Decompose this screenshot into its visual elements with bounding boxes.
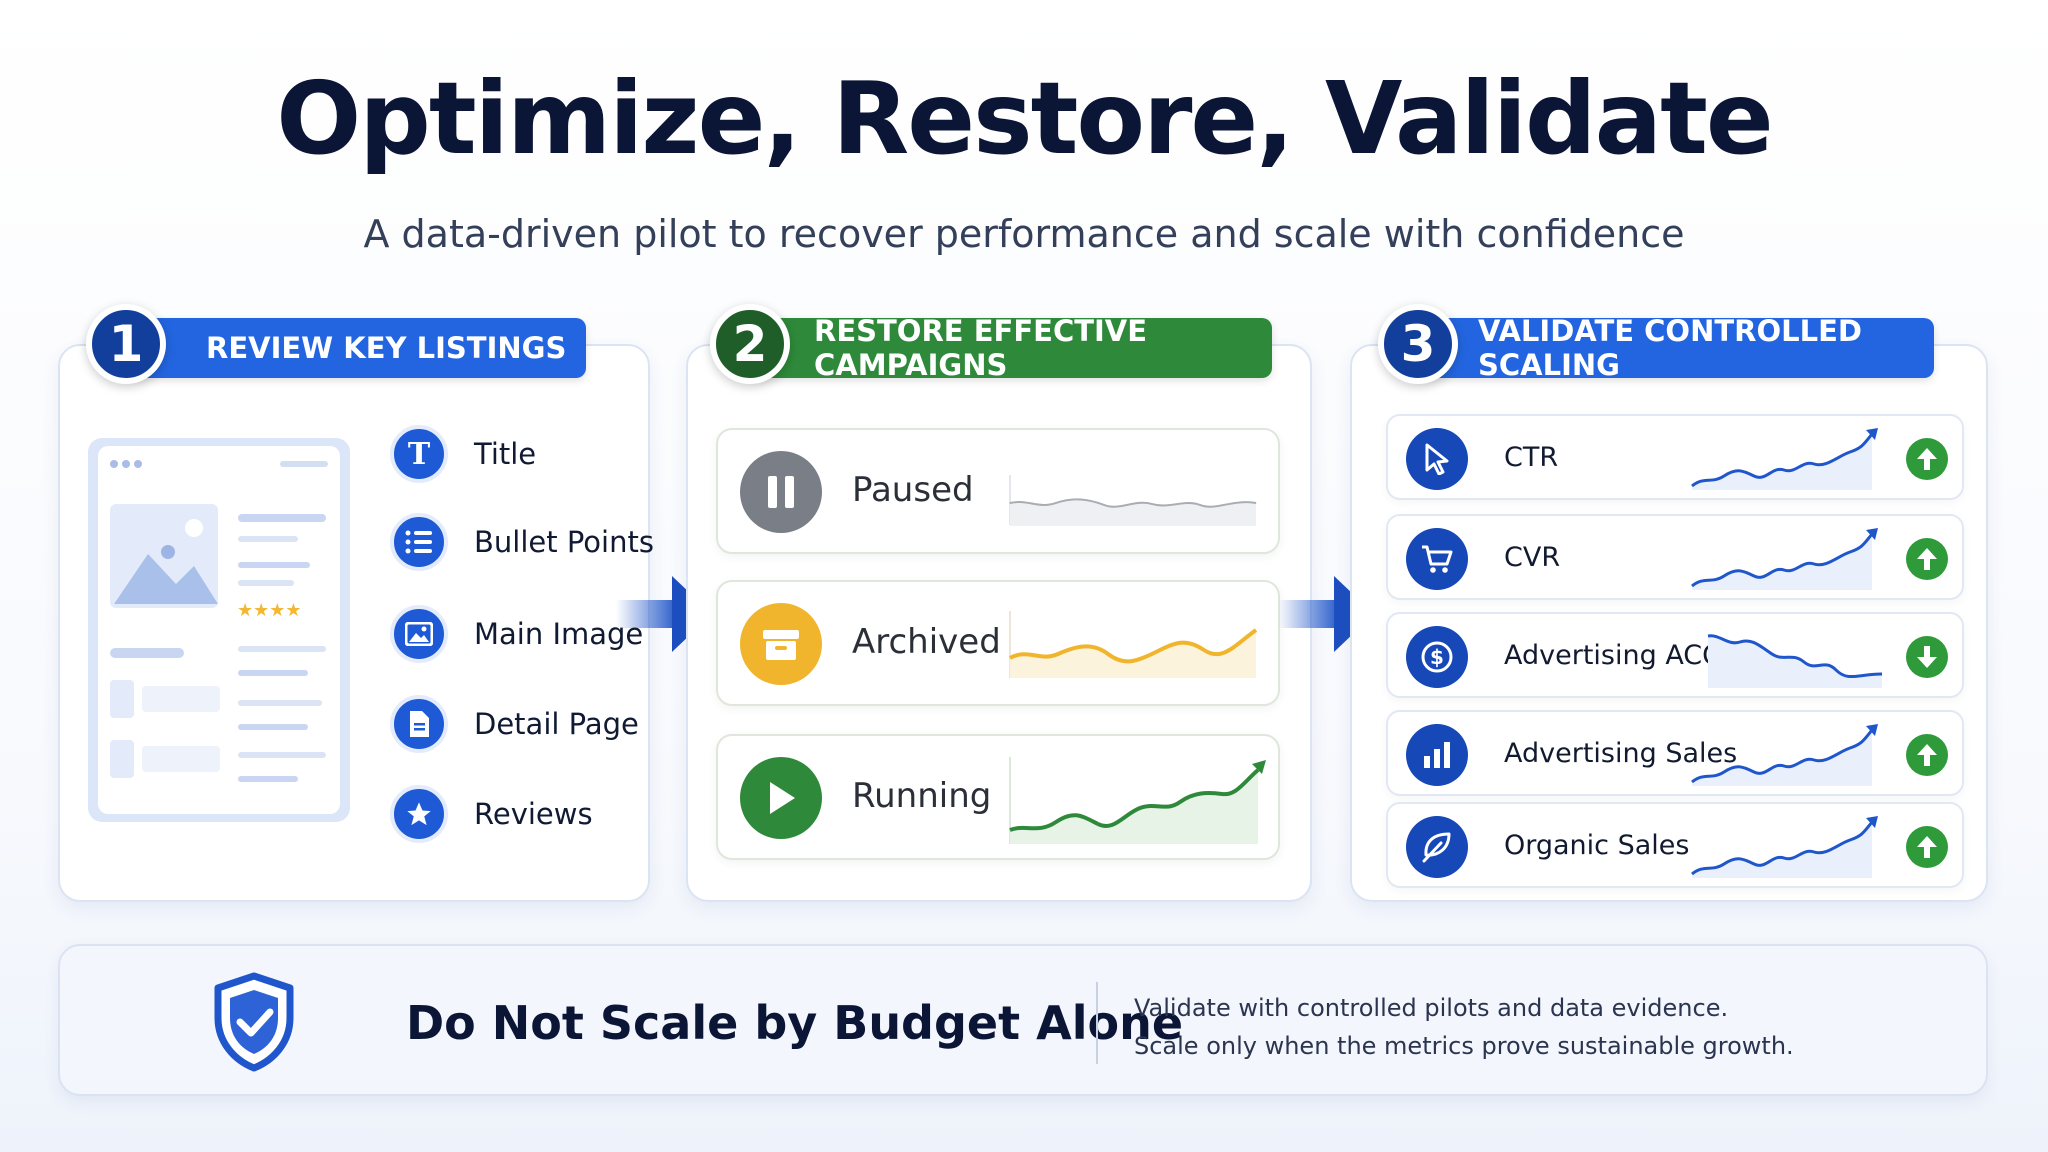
campaign-label: Running bbox=[852, 776, 992, 816]
page-title: Optimize, Restore, Validate bbox=[276, 60, 1773, 177]
metric-row-cvr: CVR bbox=[1386, 514, 1964, 600]
step-1-number: 1 bbox=[108, 315, 144, 373]
listing-item-label: Title bbox=[474, 437, 537, 471]
document-icon bbox=[390, 695, 448, 753]
step-1-banner: REVIEW KEY LISTINGS bbox=[126, 318, 586, 378]
image-icon bbox=[390, 605, 448, 663]
listing-item-main-image: Main Image bbox=[390, 604, 643, 664]
listing-mockup-illustration: ★★★★ bbox=[84, 434, 354, 826]
step-1-badge: 1 bbox=[86, 304, 166, 384]
archive-icon bbox=[740, 603, 822, 685]
metric-row-ctr: CTR bbox=[1386, 414, 1964, 500]
arrow-down-icon bbox=[1906, 636, 1948, 678]
play-icon bbox=[740, 757, 822, 839]
campaign-card-archived: Archived bbox=[716, 580, 1280, 706]
footer-text-line-2: Scale only when the metrics prove sustai… bbox=[1134, 1032, 1794, 1060]
rising-trend-sparkline bbox=[1691, 724, 1878, 786]
rising-trend-sparkline bbox=[1691, 428, 1878, 490]
cart-icon bbox=[1406, 528, 1468, 590]
bar-chart-icon bbox=[1406, 724, 1468, 786]
step-3-banner: VALIDATE CONTROLLED SCALING bbox=[1414, 314, 1934, 382]
list-icon bbox=[390, 513, 448, 571]
metric-label: CVR bbox=[1504, 542, 1561, 573]
listing-item-bullet-points: Bullet Points bbox=[390, 512, 654, 572]
metric-row-advertising-sales: Advertising Sales bbox=[1386, 710, 1964, 796]
listing-item-label: Detail Page bbox=[474, 707, 639, 741]
leaf-icon bbox=[1406, 816, 1468, 878]
arrow-up-icon bbox=[1906, 826, 1948, 868]
listing-item-label: Bullet Points bbox=[474, 525, 654, 559]
listing-item-detail-page: Detail Page bbox=[390, 694, 639, 754]
step-2-title: RESTORE EFFECTIVE CAMPAIGNS bbox=[814, 314, 1148, 382]
star-icon bbox=[390, 785, 448, 843]
cursor-icon bbox=[1406, 428, 1468, 490]
listing-item-label: Reviews bbox=[474, 797, 593, 831]
metric-label: Advertising Sales bbox=[1504, 738, 1738, 769]
listing-item-reviews: Reviews bbox=[390, 784, 593, 844]
footer-divider bbox=[1096, 982, 1098, 1064]
step-3-number: 3 bbox=[1400, 315, 1436, 373]
step-2-number: 2 bbox=[732, 315, 768, 373]
page-subtitle: A data-driven pilot to recover performan… bbox=[363, 212, 1685, 256]
rising-trend-sparkline bbox=[1009, 757, 1266, 844]
step-3-title: VALIDATE CONTROLLED SCALING bbox=[1478, 314, 1862, 382]
metric-label: Advertising ACOS bbox=[1504, 640, 1741, 671]
metric-label: CTR bbox=[1504, 442, 1559, 473]
campaign-label: Archived bbox=[852, 622, 1001, 662]
arrow-up-icon bbox=[1906, 538, 1948, 580]
svg-text:★★★★: ★★★★ bbox=[237, 600, 302, 621]
campaign-label: Paused bbox=[852, 470, 974, 510]
title-t-icon: T bbox=[390, 425, 448, 483]
wavy-trend-sparkline bbox=[1009, 611, 1258, 678]
footer-callout bbox=[58, 944, 1988, 1096]
listing-item-title: T Title bbox=[390, 424, 536, 484]
campaign-card-running: Running bbox=[716, 734, 1280, 860]
flat-trend-sparkline bbox=[1009, 475, 1257, 526]
listing-item-label: Main Image bbox=[474, 617, 644, 651]
step-2-banner: RESTORE EFFECTIVE CAMPAIGNS bbox=[748, 314, 1272, 382]
svg-text:$: $ bbox=[1430, 645, 1444, 669]
falling-trend-sparkline bbox=[1707, 634, 1883, 688]
rising-trend-sparkline bbox=[1691, 816, 1878, 878]
metric-row-advertising-acos: $ Advertising ACOS bbox=[1386, 612, 1964, 698]
footer-text-line-1: Validate with controlled pilots and data… bbox=[1134, 994, 1729, 1022]
pause-icon bbox=[740, 451, 822, 533]
metric-label: Organic Sales bbox=[1504, 830, 1690, 861]
step-3-badge: 3 bbox=[1378, 304, 1458, 384]
footer-title: Do Not Scale by Budget Alone bbox=[406, 996, 1184, 1050]
dollar-icon: $ bbox=[1406, 626, 1468, 688]
arrow-up-icon bbox=[1906, 734, 1948, 776]
metric-row-organic-sales: Organic Sales bbox=[1386, 802, 1964, 888]
campaign-card-paused: Paused bbox=[716, 428, 1280, 554]
arrow-up-icon bbox=[1906, 438, 1948, 480]
shield-check-icon bbox=[212, 972, 296, 1077]
step-2-badge: 2 bbox=[710, 304, 790, 384]
step-1-title: REVIEW KEY LISTINGS bbox=[206, 331, 567, 365]
rising-trend-sparkline bbox=[1691, 528, 1878, 590]
